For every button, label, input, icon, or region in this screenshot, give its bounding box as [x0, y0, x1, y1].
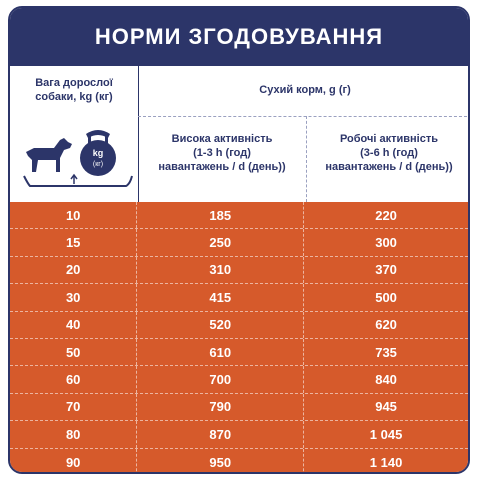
high-activity-line3: навантажень / d (день)): [158, 161, 286, 173]
work-activity-line3: навантажень / d (день)): [325, 161, 453, 173]
work-activity-cell: 620: [303, 311, 468, 338]
weight-label-line2: собаки, kg (кг): [35, 91, 113, 103]
title-bar: НОРМИ ЗГОДОВУВАННЯ: [10, 8, 468, 66]
work-activity-cell: 370: [303, 256, 468, 284]
high-activity-cell: 700: [136, 366, 303, 393]
work-activity-cell: 945: [303, 393, 468, 421]
work-activity-cell: 840: [303, 366, 468, 393]
weight-cell: 50: [65, 344, 81, 360]
weight-cell: 80: [65, 426, 81, 442]
work-activity-line2: (3-6 h (год): [360, 147, 418, 159]
high-activity-cell: 250: [136, 229, 303, 256]
high-activity-header: Висока активність (1-3 h (год) навантаже…: [138, 132, 306, 174]
work-activity-cell: 500: [303, 284, 468, 311]
high-activity-line1: Висока активність: [171, 133, 273, 145]
dog-icon: [26, 138, 72, 172]
weight-label-line1: Вага дорослої: [35, 77, 113, 89]
high-activity-cell: 790: [136, 393, 303, 421]
table-row: 15 250 300: [10, 229, 468, 257]
scale-platform-icon: [23, 173, 133, 187]
table-header: Вага дорослої собаки, kg (кг) kg (кг): [10, 66, 468, 204]
weight-header-cell: Вага дорослої собаки, kg (кг) kg (кг): [10, 66, 139, 202]
high-activity-cell: 310: [136, 256, 303, 284]
work-activity-cell: 735: [303, 338, 468, 366]
table-row: 40 520 620: [10, 311, 468, 339]
weight-cell: 20: [65, 262, 81, 278]
feeding-table-body: 10 185 220 15 250 300 20 310 370 30 415 …: [10, 202, 468, 472]
kettlebell-unit-text: (кг): [93, 161, 103, 168]
weight-cell: 60: [65, 372, 81, 388]
header-divider: [138, 116, 468, 117]
dry-food-label: Сухий корм, g (г): [259, 84, 351, 96]
table-row: 10 185 220: [10, 202, 468, 230]
page-title: НОРМИ ЗГОДОВУВАННЯ: [94, 24, 384, 49]
table-row: 90 950 1 140: [10, 448, 468, 472]
table-row: 50 610 735: [10, 338, 468, 367]
table-row: 80 870 1 045: [10, 421, 468, 449]
dog-on-scale-illustration: kg (кг): [23, 130, 133, 187]
weight-cell: 70: [65, 399, 81, 415]
weight-cell: 10: [65, 207, 81, 223]
high-activity-cell: 185: [136, 202, 303, 229]
high-activity-cell: 415: [136, 284, 303, 311]
table-row: 70 790 945: [10, 393, 468, 422]
work-activity-cell: 1 140: [303, 448, 468, 472]
table-row: 20 310 370: [10, 256, 468, 285]
weight-cell: 30: [65, 289, 81, 305]
high-activity-cell: 950: [136, 448, 303, 472]
kettlebell-icon: kg (кг): [80, 130, 116, 176]
high-activity-line2: (1-3 h (год): [193, 147, 251, 159]
table-row: 60 700 840: [10, 366, 468, 394]
header-column-divider: [306, 116, 307, 202]
table-row: 30 415 500: [10, 284, 468, 312]
weight-cell: 40: [65, 317, 81, 333]
weight-cell: 15: [65, 235, 81, 251]
work-activity-cell: 1 045: [303, 421, 468, 448]
work-activity-line1: Робочі активність: [339, 133, 439, 145]
weight-column-label: Вага дорослої собаки, kg (кг): [10, 76, 138, 104]
high-activity-cell: 520: [136, 311, 303, 338]
kettlebell-kg-text: kg: [93, 148, 104, 158]
work-activity-header: Робочі активність (3-6 h (год) навантаже…: [306, 132, 468, 174]
work-activity-cell: 300: [303, 229, 468, 256]
weight-cell: 90: [65, 454, 81, 470]
high-activity-cell: 870: [136, 421, 303, 448]
feeding-norms-card: НОРМИ ЗГОДОВУВАННЯ Вага дорослої собаки,…: [8, 6, 470, 474]
high-activity-cell: 610: [136, 338, 303, 366]
work-activity-cell: 220: [303, 202, 468, 229]
